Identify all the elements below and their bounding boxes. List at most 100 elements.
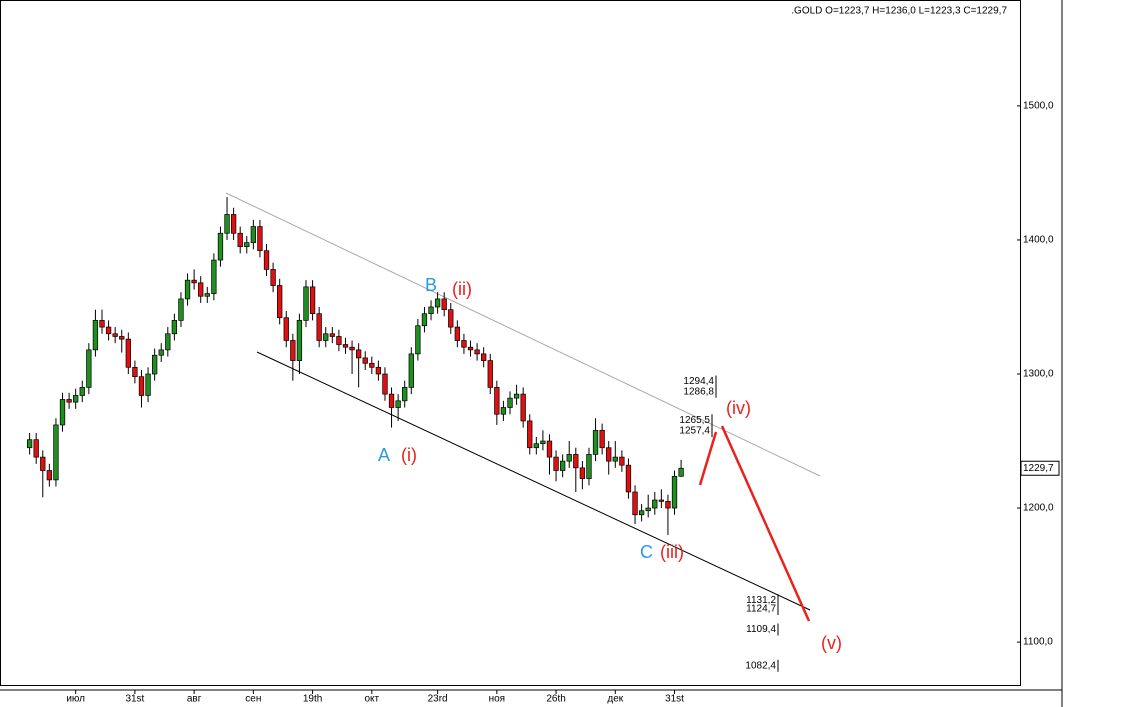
wave-label: A — [378, 445, 390, 465]
candle-body — [612, 456, 618, 462]
candle-body — [316, 313, 322, 341]
level-label: 1131,2 — [746, 595, 776, 606]
candle-body — [250, 226, 257, 243]
candle-body — [355, 349, 362, 359]
candle-body — [217, 232, 224, 261]
candle-body — [53, 424, 59, 481]
header-info: .GOLD O=1223,7 H=1236,0 L=1223,3 C=1229,… — [791, 6, 1007, 17]
candle-body — [553, 456, 559, 471]
candle-body — [481, 353, 487, 361]
candle-body — [112, 333, 118, 337]
wave-label: C — [640, 542, 653, 562]
candle-body — [375, 366, 382, 375]
candle-body — [26, 439, 33, 449]
last-price-box — [1020, 460, 1060, 476]
candle-body — [467, 346, 474, 351]
candle-body — [533, 443, 539, 449]
candle-body — [283, 317, 289, 341]
candle-body — [474, 349, 480, 355]
candle-body — [296, 320, 303, 361]
candle-body — [86, 349, 92, 388]
candle-body — [395, 400, 401, 408]
candle-body — [204, 293, 210, 297]
candle-body — [329, 333, 335, 337]
y-tick-label: 1300,0 — [1023, 369, 1054, 380]
candle-body — [382, 373, 388, 395]
candle-body — [658, 499, 665, 502]
candle-body — [230, 214, 237, 234]
lower-trend-line — [256, 351, 811, 611]
candle-body — [119, 336, 125, 340]
wave-label: (ii) — [452, 279, 472, 299]
y-tick-label: 1200,0 — [1023, 503, 1054, 514]
candle-body — [586, 454, 592, 479]
candle-body — [454, 326, 461, 341]
candle-body — [263, 250, 270, 270]
candle-body — [507, 397, 513, 408]
candle-body — [132, 366, 138, 378]
candle-body — [59, 399, 66, 426]
y-tick-label: 1100,0 — [1023, 637, 1053, 648]
candle-body — [592, 429, 599, 455]
candle-body — [402, 387, 408, 402]
candle-body — [520, 393, 526, 422]
candle-body — [191, 279, 197, 284]
projection-line — [698, 431, 718, 486]
level-label: 1109,4 — [746, 624, 776, 635]
plot-frame — [0, 0, 1021, 686]
candle-body — [158, 349, 164, 356]
candle-body — [336, 336, 342, 345]
projection-line — [720, 425, 811, 622]
candle-body — [566, 454, 572, 462]
candle-body — [270, 269, 276, 286]
candle-body — [290, 340, 296, 361]
candle-body — [138, 376, 145, 396]
candle-body — [244, 242, 250, 248]
x-tick-label: 23rd — [428, 694, 448, 705]
candle-body — [105, 326, 112, 335]
y-tick-label: 1500,0 — [1023, 101, 1054, 112]
candle-body — [323, 333, 329, 341]
wave-label: (iv) — [726, 398, 751, 418]
candle-body — [79, 387, 85, 396]
x-tick-label: окт — [364, 694, 379, 705]
x-tick-label: 26th — [546, 694, 565, 705]
candle-body — [513, 393, 520, 399]
level-label: 1124,7 — [746, 604, 776, 615]
candle-body — [277, 285, 283, 319]
candle-body — [184, 279, 191, 300]
x-tick-label: июл — [66, 694, 85, 705]
x-tick-label: 19th — [303, 694, 322, 705]
candle-body — [73, 395, 79, 403]
candle-body — [388, 393, 395, 408]
candle-body — [441, 298, 447, 311]
wave-label: (v) — [821, 633, 842, 653]
x-tick-label: 31st — [665, 694, 684, 705]
candle-body — [165, 333, 171, 351]
candle-body — [211, 259, 217, 294]
candle-body — [487, 360, 493, 388]
candle-body — [579, 467, 586, 479]
candle-body — [599, 429, 605, 449]
wave-label: B — [425, 275, 437, 295]
candle-body — [500, 407, 507, 415]
candle-body — [198, 282, 204, 297]
candle-body — [494, 387, 500, 415]
candle-body — [671, 475, 678, 509]
candle-body — [178, 298, 184, 321]
candle-body — [46, 470, 53, 481]
candle-body — [559, 460, 566, 471]
candle-body — [448, 309, 454, 328]
candle-body — [362, 357, 368, 364]
y-tick-label: 1400,0 — [1023, 235, 1054, 246]
candle-body — [125, 338, 131, 368]
candle-body — [415, 325, 421, 355]
x-tick-label: сен — [245, 694, 261, 705]
level-label: 1265,5 — [679, 415, 710, 426]
candle-body — [421, 313, 428, 327]
x-tick-label: дек — [607, 694, 623, 705]
candle-body — [349, 346, 355, 351]
candle-body — [573, 454, 579, 469]
candle-body — [257, 226, 263, 252]
candle-body — [171, 320, 178, 335]
